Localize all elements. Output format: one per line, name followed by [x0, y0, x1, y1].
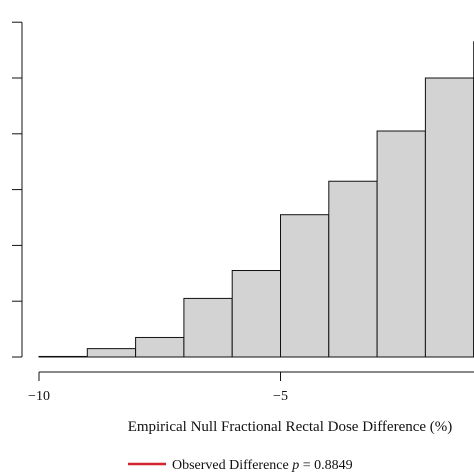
legend-p-value: = 0.8849 — [299, 458, 352, 473]
histogram-bar-0 — [38, 355, 88, 358]
y-axis — [12, 21, 23, 358]
legend-label-prefix: Observed Difference — [172, 458, 292, 473]
x-axis: −10−505 — [28, 371, 474, 404]
histogram-bar-2 — [135, 336, 185, 358]
legend-p-symbol: p — [291, 458, 299, 473]
histogram-bar-7 — [376, 130, 426, 358]
legend-label: Observed Difference p = 0.8849 — [172, 458, 353, 473]
histogram-bar-5 — [280, 214, 330, 358]
histogram-bars — [38, 41, 474, 358]
histogram-bar-6 — [328, 180, 378, 358]
legend: Observed Difference p = 0.8849 — [128, 458, 353, 473]
x-axis-label: Empirical Null Fractional Rectal Dose Di… — [128, 419, 453, 435]
x-tick-label-0: −10 — [28, 389, 50, 404]
x-tick-label-1: −5 — [273, 389, 288, 404]
histogram-bar-4 — [231, 270, 281, 358]
histogram-bar-1 — [86, 348, 137, 358]
histogram-bar-3 — [183, 297, 233, 358]
histogram-bar-8 — [424, 77, 474, 358]
